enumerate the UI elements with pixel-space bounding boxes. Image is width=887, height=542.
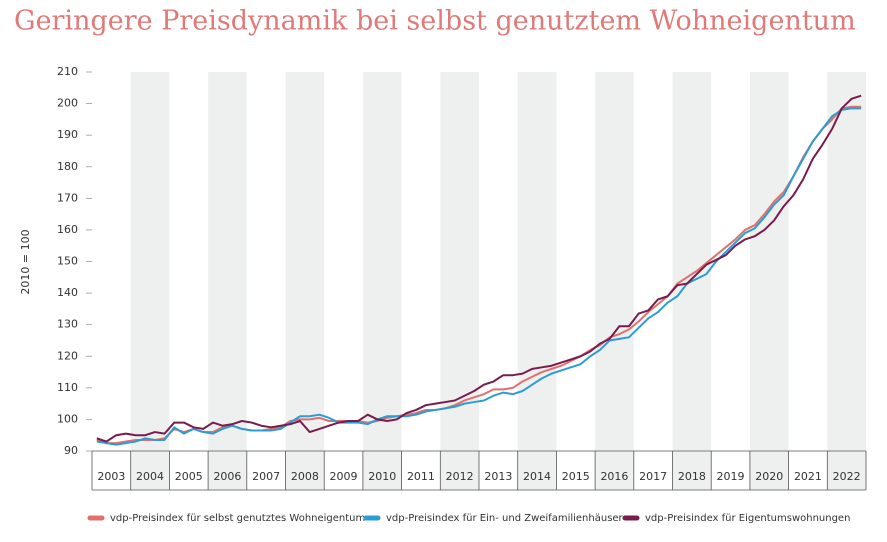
x-tick-label: 2008 (291, 470, 319, 483)
year-band (595, 72, 634, 490)
x-tick-label: 2017 (639, 470, 667, 483)
x-tick-label: 2006 (213, 470, 241, 483)
x-tick-label: 2019 (717, 470, 745, 483)
y-tick-label: 160 (57, 223, 78, 236)
y-tick-label: 130 (57, 318, 78, 331)
background (130, 72, 866, 490)
y-tick-label: 170 (57, 191, 78, 204)
year-band (130, 72, 170, 490)
series-line (96, 105, 862, 445)
x-tick-label: 2010 (368, 470, 396, 483)
x-tick-label: 2009 (330, 470, 358, 483)
x-tick-label: 2011 (407, 470, 435, 483)
y-tick-label: 90 (64, 444, 78, 457)
y-tick-label: 120 (57, 349, 78, 362)
x-tick-label: 2013 (484, 470, 512, 483)
year-band (208, 72, 247, 490)
y-tick-label: 200 (57, 97, 78, 110)
year-band (749, 72, 789, 490)
x-tick-label: 2014 (523, 470, 551, 483)
legend-label: vdp-Preisindex für Eigentumswohnungen (645, 513, 850, 524)
y-tick-label: 150 (57, 255, 78, 268)
x-tick-label: 2015 (562, 470, 590, 483)
y-tick-label: 190 (57, 128, 78, 141)
x-tick-label: 2016 (600, 470, 628, 483)
year-band (362, 72, 402, 490)
x-tick-label: 2020 (755, 470, 783, 483)
x-tick-label: 2012 (446, 470, 474, 483)
year-band (440, 72, 479, 490)
x-tick-label: 2018 (678, 470, 706, 483)
x-tick-label: 2005 (175, 470, 203, 483)
x-tick-label: 2004 (136, 470, 164, 483)
y-tick-label: 180 (57, 160, 78, 173)
year-band (827, 72, 866, 490)
series-line (96, 107, 862, 446)
x-tick-label: 2007 (252, 470, 280, 483)
legend-label: vdp-Preisindex für Ein- und Zweifamilien… (386, 513, 624, 524)
y-axis-label: 2010 = 100 (19, 229, 32, 294)
y-tick-label: 110 (57, 381, 78, 394)
y-tick-label: 210 (57, 65, 78, 78)
x-tick-label: 2022 (833, 470, 861, 483)
legend-label: vdp-Preisindex für selbst genutztes Wohn… (110, 513, 365, 524)
y-tick-label: 100 (57, 412, 78, 425)
y-tick-label: 140 (57, 286, 78, 299)
x-tick-label: 2003 (97, 470, 125, 483)
series-line (96, 94, 862, 443)
chart-title: Geringere Preisdynamik bei selbst genutz… (14, 6, 856, 37)
x-tick-label: 2021 (794, 470, 822, 483)
year-band (517, 72, 557, 490)
